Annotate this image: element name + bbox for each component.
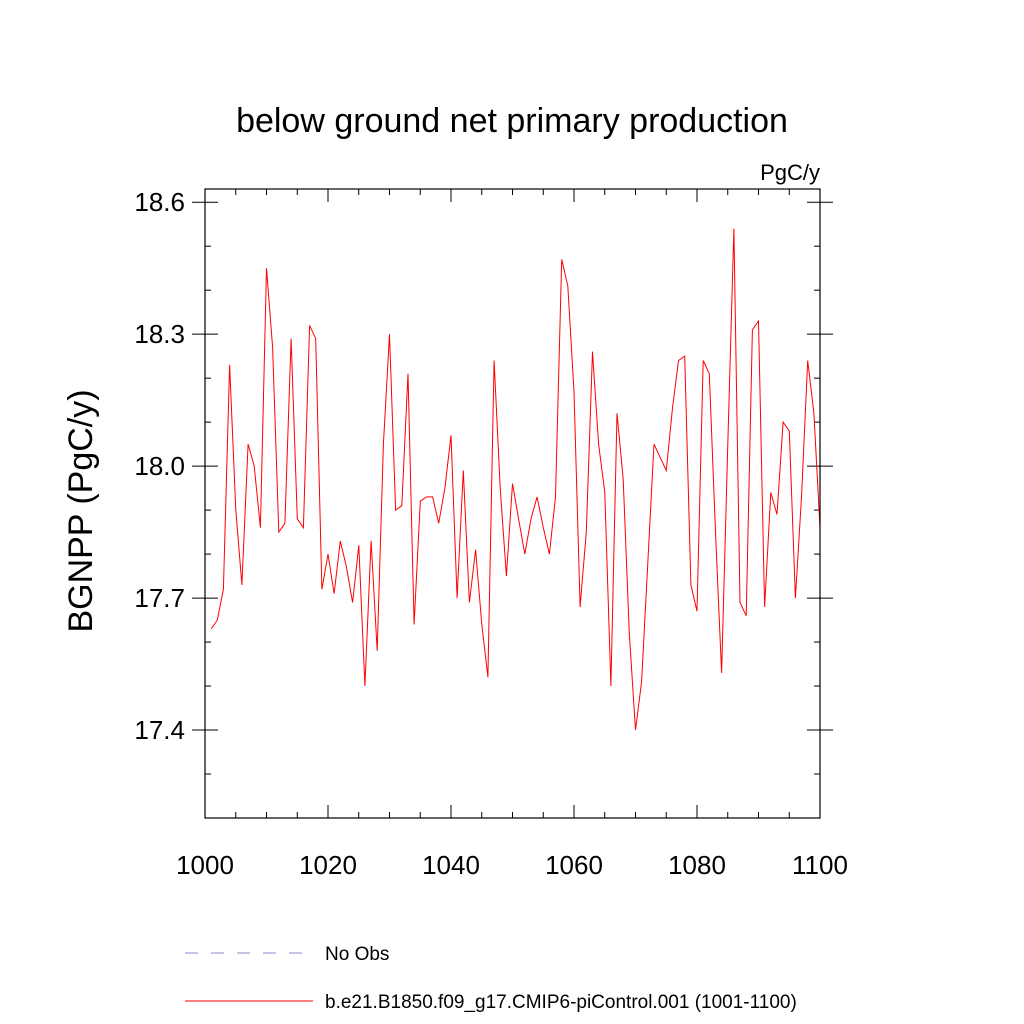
legend: No Obs b.e21.B1850.f09_g17.CMIP6-piContr… bbox=[185, 944, 797, 1013]
series-line-picontrol bbox=[210, 228, 821, 731]
legend-label-picontrol: b.e21.B1850.f09_g17.CMIP6-piControl.001 … bbox=[325, 992, 797, 1013]
y-tick-label: 18.6 bbox=[134, 187, 185, 217]
legend-label-no-obs: No Obs bbox=[325, 944, 389, 965]
chart-title: below ground net primary production bbox=[236, 102, 788, 140]
data-series bbox=[210, 228, 821, 731]
y-axis-label: BGNPP (PgC/y) bbox=[62, 389, 100, 632]
y-tick-label: 18.3 bbox=[134, 319, 185, 349]
x-tick-label: 1040 bbox=[422, 850, 480, 880]
y-tick-label: 18.0 bbox=[134, 451, 185, 481]
plot-frame bbox=[204, 188, 821, 819]
x-tick-label: 1060 bbox=[545, 850, 603, 880]
x-tick-label: 1020 bbox=[299, 850, 357, 880]
x-tick-label: 1100 bbox=[792, 850, 848, 880]
x-tick-label: 1000 bbox=[176, 850, 234, 880]
y-tick-label: 17.4 bbox=[134, 715, 185, 745]
x-tick-label: 1080 bbox=[668, 850, 726, 880]
units-label: PgC/y bbox=[760, 160, 820, 185]
y-tick-label: 17.7 bbox=[134, 583, 185, 613]
axis-ticks: 1000 1020 1040 1060 1080 1100 17.4 17.7 18.0 18.3… bbox=[134, 187, 848, 880]
